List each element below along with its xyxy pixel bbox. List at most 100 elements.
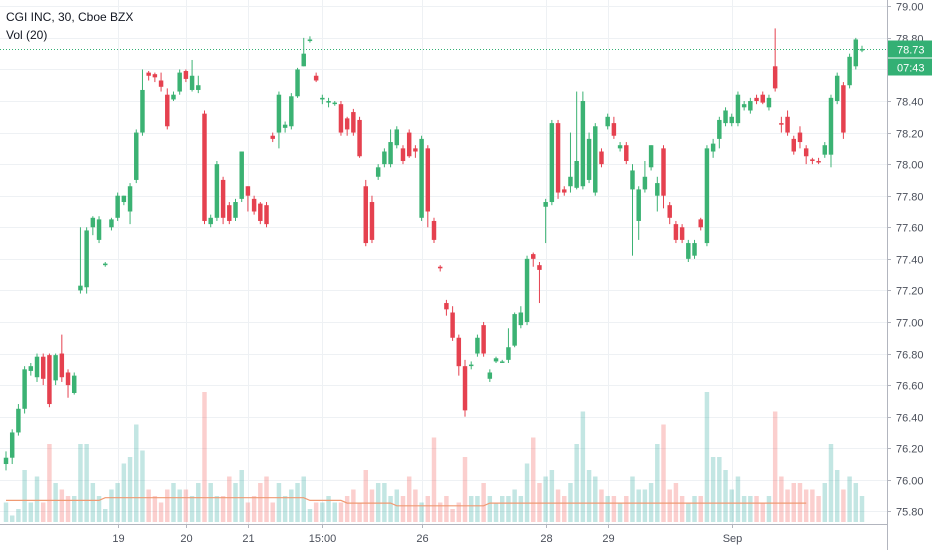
volume-bar: [96, 496, 102, 522]
volume-bar: [59, 489, 65, 522]
price-tick-label: 76.80: [896, 350, 924, 362]
candle-body: [741, 104, 747, 108]
symbol-title: CGI INC, 30, Cboe BZX: [6, 10, 134, 24]
volume-bar: [251, 496, 257, 522]
candle-body: [264, 205, 269, 225]
volume-bar: [34, 476, 40, 522]
candle-body: [245, 186, 251, 196]
candle-body: [748, 101, 753, 111]
price-tick-label: 77.40: [896, 255, 924, 267]
volume-bar: [593, 476, 598, 522]
countdown-badge: [888, 58, 932, 76]
candle-body: [22, 369, 27, 409]
candle-body: [506, 347, 511, 360]
candle-body: [822, 145, 828, 155]
volume-bar: [624, 496, 629, 522]
volume-bar: [140, 450, 145, 522]
candle-body: [239, 151, 244, 199]
volume-bar: [270, 502, 275, 522]
candle-body: [431, 220, 437, 240]
volume-bar: [816, 496, 821, 522]
volume-bar: [16, 509, 21, 522]
candle-body: [475, 337, 480, 354]
candle-body: [59, 353, 65, 378]
volume-bar: [158, 502, 164, 522]
volume-bar: [282, 496, 288, 522]
candle-body: [562, 189, 567, 193]
candle-body: [853, 39, 859, 67]
volume-bar: [704, 392, 710, 522]
candle-body: [127, 186, 133, 212]
candle-body: [90, 217, 96, 228]
volume-bar: [363, 470, 369, 522]
time-tick-label: 15:00: [309, 533, 337, 545]
candle-body: [648, 145, 654, 168]
candle-body: [642, 176, 648, 190]
volume-bar: [313, 502, 319, 522]
volume-bar: [574, 444, 579, 522]
candle-body: [419, 138, 424, 218]
candle-body: [834, 75, 840, 102]
candle-body: [673, 224, 679, 240]
candle-body: [214, 164, 220, 218]
volume-bar: [599, 489, 604, 522]
candle-body: [760, 94, 765, 103]
candle-body: [462, 366, 468, 411]
candle-body: [586, 138, 592, 180]
time-tick-label: 19: [112, 533, 124, 545]
volume-bar: [692, 496, 697, 522]
volume-bar: [754, 496, 759, 522]
volume-bar: [165, 489, 170, 522]
price-tick-label: 77.80: [896, 192, 924, 204]
volume-bar: [295, 483, 300, 522]
price-tick-label: 76.00: [896, 476, 924, 488]
price-tick-label: 76.60: [896, 381, 924, 393]
candle-body: [109, 219, 114, 228]
volume-ma-line: [6, 497, 807, 507]
volume-bar: [208, 483, 213, 522]
candle-body: [338, 104, 344, 133]
volume-bar: [506, 496, 511, 522]
candle-body: [227, 205, 232, 221]
candle-body: [574, 160, 579, 188]
candle-body: [425, 148, 431, 212]
last-price-badge: [888, 40, 932, 58]
candle-body: [816, 160, 821, 163]
candle-body: [189, 75, 195, 90]
candle-body: [605, 116, 610, 127]
candle-body: [450, 312, 455, 338]
volume-bar: [748, 496, 753, 522]
candle-body: [382, 151, 387, 165]
candle-body: [692, 243, 697, 256]
volume-bar: [189, 496, 195, 522]
volume-bar: [549, 470, 555, 522]
candle-body: [84, 230, 89, 288]
volume-bar: [543, 476, 548, 522]
volume-bar: [698, 496, 703, 522]
volume-bar: [351, 489, 356, 522]
candle-body: [140, 89, 145, 133]
volume-bar: [437, 502, 443, 522]
volume-bar: [679, 496, 685, 522]
candle-body: [196, 85, 201, 90]
volume-bar: [103, 509, 108, 522]
candle-body: [797, 132, 803, 143]
candle-body: [394, 129, 400, 146]
price-tick-label: 77.00: [896, 318, 924, 330]
volume-bar: [617, 502, 623, 522]
candle-body: [810, 159, 815, 161]
volume-bar: [47, 444, 52, 522]
volume-bar: [710, 457, 716, 522]
candle-body: [363, 186, 369, 244]
candle-body: [220, 179, 226, 218]
time-tick-label: 28: [540, 533, 552, 545]
candle-body: [686, 243, 691, 259]
price-tick-label: 78.00: [896, 160, 924, 172]
candle-body: [53, 355, 58, 381]
candle-body: [785, 116, 790, 133]
volume-bar: [531, 437, 536, 522]
candle-body: [388, 142, 393, 165]
volume-bar: [65, 496, 71, 522]
volume-bar: [555, 489, 561, 522]
